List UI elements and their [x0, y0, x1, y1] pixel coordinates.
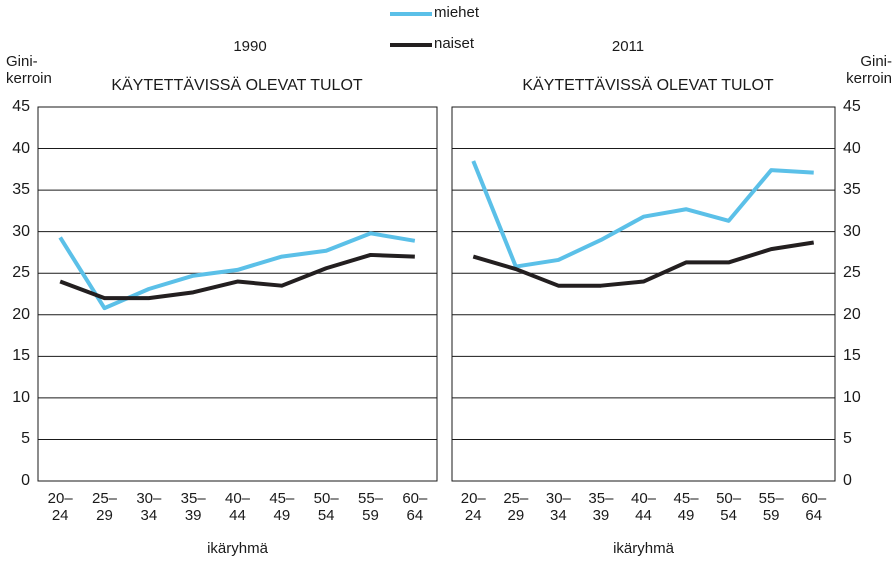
x-tick-label: 60–64 [801, 490, 827, 524]
y-axis-label: Gini-kerroin [6, 53, 52, 87]
series-line [472, 240, 815, 288]
y-tick-label: 40 [843, 139, 861, 157]
y-tick-label: 30 [843, 222, 861, 240]
y-tick-label: 15 [843, 347, 861, 365]
y-tick-label: 45 [12, 98, 30, 115]
x-tick-label: 55–59 [758, 490, 784, 524]
x-tick-label: 50–54 [716, 490, 742, 524]
x-axis-label: ikäryhmä [613, 540, 674, 557]
x-tick-label: 25–29 [503, 490, 529, 524]
plot-frame [37, 106, 438, 482]
y-tick-label: 0 [843, 472, 852, 489]
x-tick-label: 35–39 [180, 490, 206, 524]
y-tick-label: 35 [843, 181, 861, 199]
y-tick-label: 10 [12, 388, 30, 406]
x-tick-label: 50–54 [313, 490, 339, 524]
x-tick-label: 55–59 [357, 490, 384, 524]
y-tick-label: 20 [12, 305, 30, 323]
chart-subtitle: KÄYTETTÄVISSÄ OLEVAT TULOT [522, 77, 774, 94]
x-tick-label: 25–29 [91, 490, 118, 524]
x-tick-label: 40–44 [630, 490, 657, 524]
y-tick-label: 25 [843, 264, 861, 282]
y-tick-label: 40 [12, 139, 30, 157]
chart-title: 1990 [233, 38, 267, 55]
x-tick-label: 45–49 [269, 490, 295, 524]
x-tick-label: 60–64 [402, 490, 428, 524]
series-line [59, 252, 415, 301]
x-tick-label: 20–24 [460, 490, 486, 524]
legend-label: miehet [434, 4, 480, 21]
x-tick-label: 35–39 [588, 490, 614, 524]
chart-title: 2011 [611, 38, 645, 55]
chart-subtitle: KÄYTETTÄVISSÄ OLEVAT TULOT [111, 77, 363, 94]
x-tick-label: 20–24 [47, 490, 73, 524]
y-tick-label: 25 [12, 264, 30, 282]
y-tick-label: 45 [843, 98, 861, 115]
y-tick-label: 5 [843, 430, 852, 448]
series-line [471, 160, 814, 269]
y-tick-label: 0 [21, 472, 30, 489]
y-axis-label: Gini-kerroin [846, 53, 892, 87]
series-line [58, 231, 416, 311]
x-tick-label: 30–34 [136, 490, 162, 524]
y-tick-label: 30 [12, 222, 30, 240]
y-tick-label: 5 [21, 430, 30, 448]
y-tick-label: 35 [12, 181, 30, 199]
x-axis-label: ikäryhmä [207, 540, 268, 557]
x-tick-label: 40–44 [224, 490, 251, 524]
x-tick-label: 30–34 [545, 490, 571, 524]
x-tick-label: 45–49 [673, 490, 699, 524]
y-tick-label: 10 [843, 388, 861, 406]
legend-label: naiset [434, 35, 475, 52]
y-tick-label: 20 [843, 305, 861, 323]
y-tick-label: 15 [12, 347, 30, 365]
plot-frame [451, 106, 836, 482]
